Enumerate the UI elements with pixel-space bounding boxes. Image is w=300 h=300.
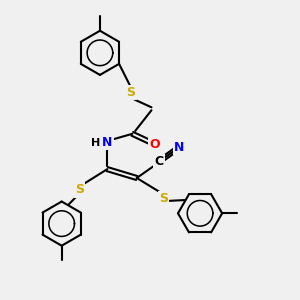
Text: C: C: [154, 155, 164, 168]
Text: H: H: [92, 138, 101, 148]
Text: N: N: [174, 141, 184, 154]
Text: S: S: [126, 86, 135, 99]
Text: S: S: [159, 192, 168, 205]
Text: S: S: [75, 183, 84, 196]
Text: O: O: [149, 138, 160, 151]
Text: N: N: [102, 136, 112, 149]
